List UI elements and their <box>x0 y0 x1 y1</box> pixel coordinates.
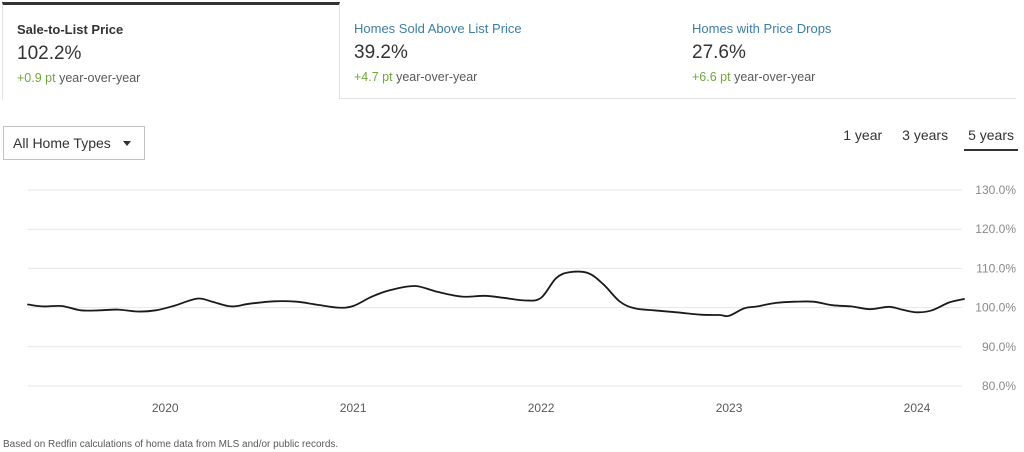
tab-change: +0.9 pt year-over-year <box>17 69 325 87</box>
x-tick-label: 2021 <box>340 401 367 415</box>
x-axis-ticks: 2020 2021 2022 2023 2024 <box>152 401 931 415</box>
y-tick-label: 90.0% <box>982 340 1016 354</box>
y-tick-label: 110.0% <box>976 261 1016 275</box>
tab-delta: +6.6 pt <box>692 70 731 84</box>
tab-delta: +4.7 pt <box>354 70 393 84</box>
y-axis-ticks: 80.0% 90.0% 100.0% 110.0% 120.0% 130.0% <box>975 183 1016 393</box>
tab-delta-suffix: year-over-year <box>59 71 141 85</box>
range-3-years[interactable]: 3 years <box>902 127 949 143</box>
range-1-year[interactable]: 1 year <box>843 127 883 143</box>
tab-value: 39.2% <box>354 42 408 63</box>
series-layer <box>27 270 965 318</box>
tab-delta-suffix: year-over-year <box>396 70 478 84</box>
tab-title: Homes with Price Drops <box>692 21 832 36</box>
y-tick-label: 120.0% <box>975 222 1016 236</box>
time-range-selector: 1 year 3 years 5 years <box>827 124 1018 151</box>
tab-homes-with-price-drops[interactable]: Homes with Price Drops 27.6% +6.6 pt yea… <box>678 2 1016 99</box>
tab-title: Homes Sold Above List Price <box>354 21 522 36</box>
tab-delta-suffix: year-over-year <box>734 70 816 84</box>
x-tick-label: 2022 <box>528 401 555 415</box>
home-type-select-value: All Home Types <box>13 135 111 151</box>
tab-change: +6.6 pt year-over-year <box>692 68 1002 86</box>
sale-to-list-series-line <box>27 270 965 318</box>
tab-title: Sale-to-List Price <box>17 22 124 37</box>
home-type-select[interactable]: All Home Types <box>3 126 145 160</box>
tab-sale-to-list-price[interactable]: Sale-to-List Price 102.2% +0.9 pt year-o… <box>2 2 340 100</box>
tab-change: +4.7 pt year-over-year <box>354 68 664 86</box>
y-tick-label: 100.0% <box>975 301 1016 315</box>
x-tick-label: 2020 <box>152 401 179 415</box>
sale-to-list-chart: 80.0%90.0%100.0%110.0%120.0%130.0% 2020 2… <box>27 183 1016 415</box>
y-tick-label: 130.0% <box>975 183 1016 197</box>
y-tick-label: 80.0% <box>982 379 1016 393</box>
x-tick-label: 2024 <box>904 401 931 415</box>
x-tick-label: 2023 <box>716 401 743 415</box>
tab-homes-sold-above-list[interactable]: Homes Sold Above List Price 39.2% +4.7 p… <box>340 2 678 99</box>
range-5-years[interactable]: 5 years <box>964 124 1018 151</box>
footnote: Based on Redfin calculations of home dat… <box>3 439 339 450</box>
tab-value: 27.6% <box>692 42 746 63</box>
metric-tabs: Sale-to-List Price 102.2% +0.9 pt year-o… <box>2 2 1016 100</box>
tab-value: 102.2% <box>17 43 82 64</box>
tab-delta: +0.9 pt <box>17 71 56 85</box>
caret-down-icon <box>123 141 131 146</box>
grid-lines <box>28 189 962 387</box>
